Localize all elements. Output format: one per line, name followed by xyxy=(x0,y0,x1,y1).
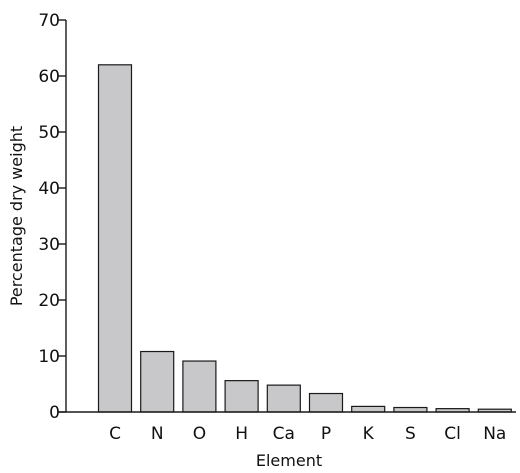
x-axis-tick-labels: C N O H Ca P K S Cl Na xyxy=(109,424,506,444)
bar-n xyxy=(140,350,175,413)
y-tick-label: 50 xyxy=(38,123,60,143)
x-tick-label-na: Na xyxy=(483,424,506,444)
x-tick-label-c: C xyxy=(109,424,121,444)
bar-k xyxy=(351,405,386,413)
y-tick-label: 10 xyxy=(38,347,60,367)
x-tick-label-p: P xyxy=(321,424,331,444)
x-tick-label-ca: Ca xyxy=(273,424,295,444)
bar-o xyxy=(182,360,217,413)
x-tick-label-h: H xyxy=(235,424,248,444)
y-tick-label: 40 xyxy=(38,179,60,199)
x-tick-label-o: O xyxy=(193,424,206,444)
y-tick-label: 60 xyxy=(38,67,60,87)
bar-ca xyxy=(266,384,301,413)
x-tick-label-s: S xyxy=(405,424,416,444)
y-tick-label: 20 xyxy=(38,291,60,311)
x-tick-label-cl: Cl xyxy=(444,424,461,444)
y-axis-title: Percentage dry weight xyxy=(7,126,26,306)
bars xyxy=(97,64,512,413)
x-tick-label-k: K xyxy=(363,424,375,444)
y-axis-ticks: 0 10 20 30 40 50 60 70 xyxy=(38,11,66,423)
y-tick-label: 0 xyxy=(49,403,60,423)
bar-c xyxy=(97,64,133,413)
x-axis-title: Element xyxy=(256,451,322,470)
bar-p xyxy=(308,392,344,413)
y-tick-label: 30 xyxy=(38,235,60,255)
y-tick-label: 70 xyxy=(38,11,60,31)
x-tick-label-n: N xyxy=(151,424,164,444)
bar-h xyxy=(224,380,259,413)
